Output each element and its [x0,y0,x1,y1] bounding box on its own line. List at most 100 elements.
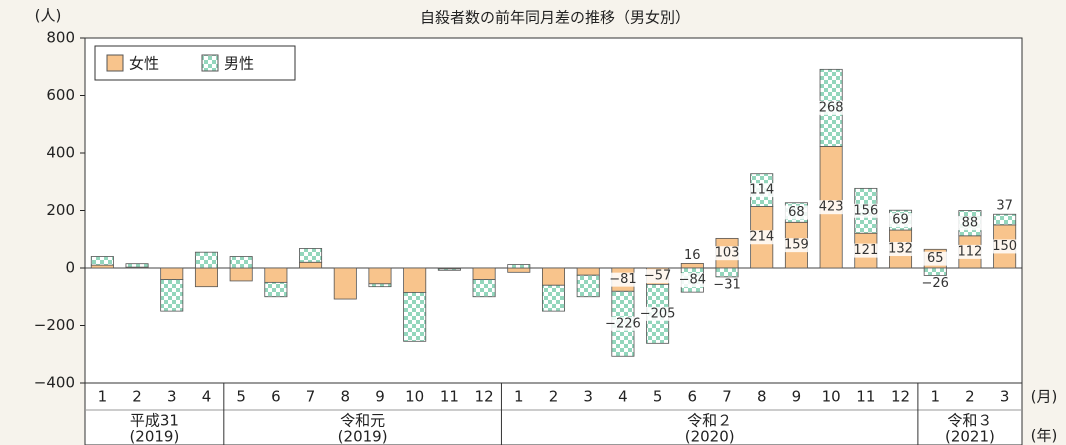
data-label: −31 [713,277,740,292]
label-bg [850,243,881,258]
label-bg [989,199,1020,214]
label-bg [712,246,743,261]
x-tick-label: 2 [965,388,975,406]
x-tick-label: 6 [688,388,698,406]
bar-segment [541,267,566,286]
label-bg [677,273,708,288]
x-tick-label: 12 [475,388,494,406]
group-year: (2019) [129,428,179,445]
x-tick-label: 9 [792,388,802,406]
label-bg [677,248,708,263]
bar-segment [194,267,218,288]
x-tick-label: 5 [653,388,663,406]
data-label: 114 [749,183,774,198]
x-tick-label: 7 [306,388,316,406]
x-tick-label: 3 [583,388,593,406]
x-tick-label: 8 [757,388,767,406]
bar-segment [368,267,392,285]
bar-segment [680,262,704,269]
legend-swatch [201,54,219,72]
bar-segment [264,281,288,298]
label-bg [607,316,638,331]
y-tick-label: −200 [34,316,75,334]
x-tick-label: 1 [514,388,524,406]
label-bg [850,203,881,218]
data-label: −81 [609,272,636,287]
x-tick-label: 11 [440,388,459,406]
y-tick-label: −400 [34,374,75,392]
bar-segment [715,267,739,278]
y-tick-label: 800 [46,29,75,47]
x-tick-label: 2 [132,388,142,406]
bar-segment [368,283,392,288]
label-bg [642,306,673,321]
label-bg [712,277,743,292]
bar-segment [229,267,253,282]
bar-segment [403,267,427,293]
x-tick-label: 11 [856,388,875,406]
data-label: 159 [784,238,809,253]
data-label: 150 [992,239,1017,254]
label-bg [989,239,1020,254]
group-year: (2019) [338,428,388,445]
bar-segment [264,267,288,283]
bar-segment [125,263,149,268]
data-label: 69 [892,213,909,228]
x-tick-label: 9 [375,388,385,406]
bar-segment [472,279,496,298]
bar-segment [507,267,531,273]
label-bg [885,242,916,257]
y-tick-label: 0 [65,259,75,277]
bar-segment [194,251,218,269]
bar-segment [229,256,253,269]
data-label: 132 [888,242,913,257]
x-tick-label: 8 [341,388,351,406]
data-label: 68 [788,205,805,220]
y-tick-label: 400 [46,144,75,162]
bar-segment [160,267,184,280]
label-bg [642,269,673,284]
chart-title: 自殺者数の前年同月差の推移（男女別） [420,9,690,27]
month-unit: (月) [1031,388,1058,406]
bar-segment [90,264,114,269]
x-tick-label: 10 [822,388,841,406]
group-year: (2021) [945,428,995,445]
label-bg [816,200,847,215]
label-bg [885,213,916,228]
data-label: −57 [644,269,671,284]
x-tick-label: 12 [891,388,910,406]
bar-segment [576,267,600,276]
data-label: −226 [605,316,641,331]
data-label: 65 [927,251,944,266]
group-name: 令和元 [340,412,385,430]
x-tick-label: 2 [549,388,559,406]
bar-segment [541,284,566,312]
group-year: (2020) [685,428,735,445]
x-tick-label: 3 [1000,388,1010,406]
bar-segment [333,267,357,300]
bar-segment [576,274,600,298]
x-tick-label: 4 [618,388,628,406]
data-label: 156 [853,203,878,218]
y-unit: (人) [35,7,62,25]
bar-segment [299,248,323,263]
bar-segment [403,292,427,342]
group-name: 平成31 [130,412,179,430]
data-label: 16 [684,248,701,263]
y-tick-label: 600 [46,86,75,104]
legend-label: 男性 [224,55,254,73]
data-label: 112 [958,244,983,259]
bar-segment [160,279,184,312]
bar-segment [437,268,461,271]
x-tick-label: 5 [236,388,246,406]
bar-segment [993,213,1017,226]
label-bg [954,216,985,231]
x-tick-label: 1 [930,388,940,406]
x-tick-label: 6 [271,388,281,406]
legend-swatch [106,54,124,72]
bar-segment [90,256,114,266]
data-label: −26 [922,276,949,291]
data-label: 121 [853,243,878,258]
label-bg [954,244,985,259]
data-label: 268 [819,100,844,115]
